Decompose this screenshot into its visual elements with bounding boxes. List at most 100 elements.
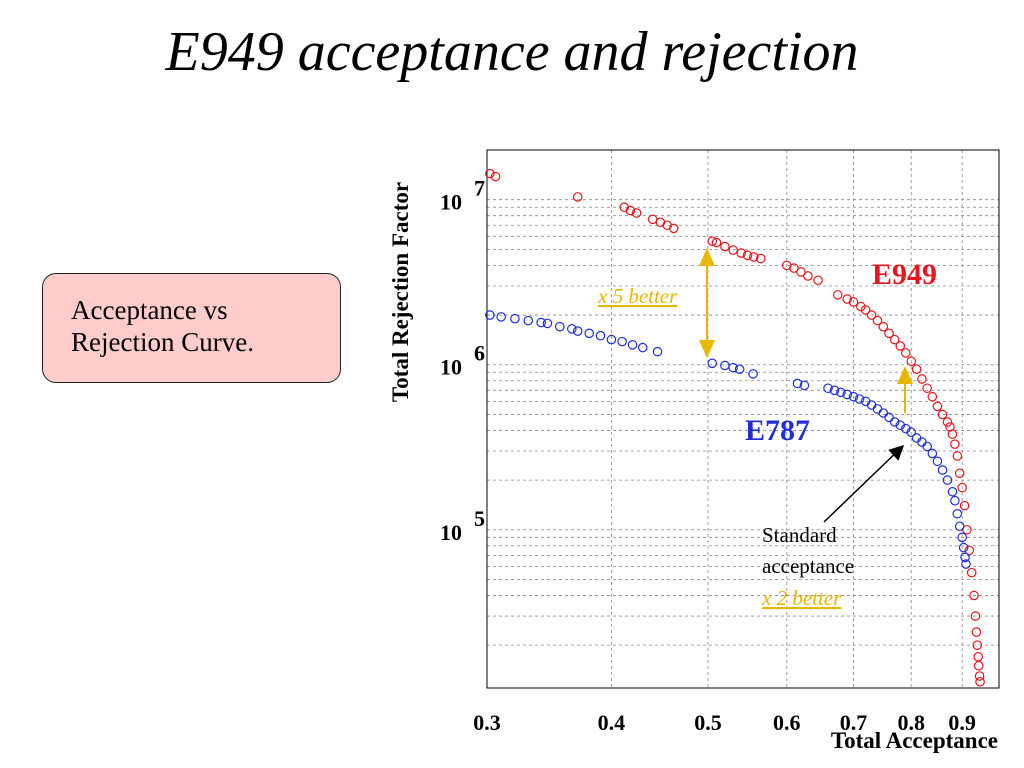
e787-data-point [937,465,948,475]
e787-data-point [889,417,900,427]
e949-data-point [942,417,953,427]
e787-data-point [707,358,718,369]
x-tick-label: 0.9 [948,710,976,735]
y-tick-exponent: 5 [474,506,485,531]
e949-data-point [927,391,938,402]
callout-box: Acceptance vs Rejection Curve. [42,273,341,383]
x2-better-label: x 2 better [761,586,842,610]
y-tick-exponent: 6 [474,341,485,366]
e949-data-point [964,545,975,556]
e787-data-point [728,362,738,373]
e787-data-point [799,380,810,391]
e949-data-point [950,439,960,450]
e949-data-point [878,321,889,332]
e787-data-point [523,315,534,326]
e787-data-point [627,340,638,350]
e787-data-point [606,334,617,345]
e949-data-point [832,290,843,300]
e949-data-point [572,192,583,202]
e949-data-point [895,341,906,351]
x-tick-label: 0.6 [773,710,801,735]
e949-data-point [972,640,983,650]
e949-data-point [947,429,958,439]
e787-data-point [842,389,853,400]
e949-data-point [966,567,977,578]
e787-data-point [958,542,969,553]
e787-data-point [932,456,943,467]
e949-data-point [803,271,813,281]
e787-data-point [637,342,648,353]
x-tick-label: 0.7 [840,710,868,735]
e787-data-point [895,420,906,431]
e787-data-point [954,521,965,532]
e949-data-point [900,348,911,358]
e787-data-point [927,448,938,459]
e949-data-point [749,252,759,262]
e787-data-point [555,321,565,332]
e787-data-point [947,486,958,497]
e949-data-point [872,315,883,326]
e949-data-point [842,294,853,304]
e949-data-point [959,500,970,511]
e949-data-point [668,223,679,234]
e949-data-point [932,401,943,412]
e949-data-point [974,671,985,681]
x5-better-label: x 5 better [597,284,678,308]
e787-data-point [792,378,803,389]
e787-data-point [542,318,553,329]
e949-data-point [911,364,922,374]
y-axis-label: Total Rejection Factor [388,182,413,402]
e787-data-point [960,552,970,563]
x-tick-label: 0.5 [694,710,722,735]
y-tick-label: 10 [440,190,462,215]
e787-data-point [496,312,506,322]
e949-data-point [884,328,894,339]
e787-data-point [595,330,606,341]
e949-data-point [742,250,753,261]
e787-data-point [536,317,546,328]
e787-data-point [854,394,865,404]
e787-data-point [567,324,577,334]
e787-data-point [734,364,745,374]
e787-data-point [957,532,967,543]
e949-data-point [711,237,722,248]
x-axis-label: Total Acceptance [831,728,998,753]
e949-data-point [848,297,859,307]
e949-data-point [813,275,823,286]
e949-data-point [922,383,932,394]
e787-data-point [510,313,520,324]
e787-data-point [823,383,833,394]
y-tick-label: 10 [440,355,462,380]
e787-data-point [617,336,627,347]
e787-data-point [872,404,883,414]
e787-data-point [748,369,758,379]
e949-data-point [889,334,900,345]
standard-acceptance-line-2: acceptance [762,554,854,578]
standard-acceptance-line-1: Standard [762,523,837,547]
e949-data-point [971,627,982,637]
e949-data-point [707,236,718,247]
e949-series-label: E949 [872,258,937,291]
e787-data-point [836,387,846,398]
e949-data-point [625,205,636,216]
e949-data-point [954,468,965,479]
e949-data-point [969,590,979,601]
e787-data-point [848,391,859,402]
e949-data-point [490,171,501,182]
e949-data-point [937,409,948,420]
e949-data-point [485,168,495,179]
e787-data-point [485,310,495,320]
e787-data-point [952,508,963,519]
x-tick-label: 0.4 [598,710,626,735]
e949-data-point [973,660,984,671]
e787-data-point [829,385,840,396]
e949-data-point [728,245,738,255]
x-tick-label: 0.3 [473,710,501,735]
e949-data-point [631,208,642,218]
e949-data-point [866,310,877,320]
e949-data-point [917,374,927,384]
axis-ticks: 0.3 0.4 0.5 0.6 0.7 0.8 0.9 10 7 10 6 10 5 [440,176,976,735]
slide-title: E949 acceptance and rejection [165,21,859,83]
y-tick-exponent: 7 [474,176,485,201]
